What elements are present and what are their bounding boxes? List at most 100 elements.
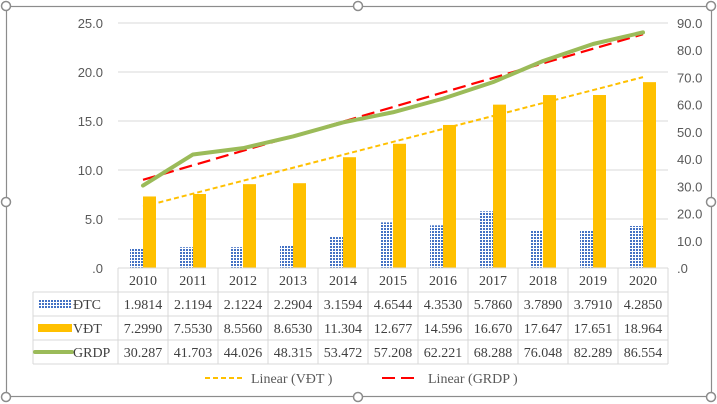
lines xyxy=(141,30,645,208)
table-year-label: 2015 xyxy=(379,274,407,289)
bar-vđt xyxy=(543,95,556,268)
table-cell: 41.703 xyxy=(174,346,213,361)
bar-đtc xyxy=(130,248,143,268)
table-cell: 8.6530 xyxy=(274,322,313,337)
bar-vđt xyxy=(293,183,306,268)
table-series-label: GRDP xyxy=(73,346,111,361)
bar-vđt xyxy=(243,184,256,268)
left-tick-label: 5.0 xyxy=(85,212,103,227)
table-cell: 14.596 xyxy=(424,322,463,337)
bar-đtc xyxy=(280,245,293,268)
right-tick-label: 20.0 xyxy=(677,207,702,222)
right-tick-label: 70.0 xyxy=(677,70,702,85)
resize-handle[interactable] xyxy=(0,196,12,208)
right-tick-label: 40.0 xyxy=(677,152,702,167)
bar-vđt xyxy=(493,104,506,268)
resize-handle[interactable] xyxy=(0,0,12,12)
table-cell: 3.7910 xyxy=(574,298,613,313)
table-year-label: 2018 xyxy=(529,274,557,289)
legend-key-vđt xyxy=(38,324,72,332)
right-tick-label: 50.0 xyxy=(677,125,702,140)
table-cell: 86.554 xyxy=(624,346,663,361)
left-tick-label: 15.0 xyxy=(78,114,103,129)
bar-vđt xyxy=(193,193,206,268)
line-grdp xyxy=(141,30,645,188)
right-tick-label: 10.0 xyxy=(677,234,702,249)
resize-handle[interactable] xyxy=(705,391,717,403)
trendline-grdp xyxy=(142,33,644,181)
bar-vđt xyxy=(593,95,606,268)
table-cell: 8.5560 xyxy=(224,322,263,337)
trendline-vđt xyxy=(142,76,644,208)
right-tick-label: 30.0 xyxy=(677,179,702,194)
bar-đtc xyxy=(330,237,343,268)
table-cell: 48.315 xyxy=(274,346,313,361)
table-cell: 62.221 xyxy=(424,346,463,361)
table-cell: 3.7890 xyxy=(524,298,563,313)
bar-đtc xyxy=(380,222,393,268)
table-cell: 2.2904 xyxy=(274,298,313,313)
table-series-label: VĐT xyxy=(73,322,102,337)
bar-đtc xyxy=(630,226,643,268)
table-cell: 53.472 xyxy=(324,346,363,361)
table-cell: 18.964 xyxy=(624,322,663,337)
table-cell: 7.5530 xyxy=(174,322,213,337)
legend: Linear (VĐT ) Linear (GRDP ) xyxy=(205,372,518,387)
right-axis: .0 10.0 20.0 30.0 40.0 50.0 60.0 70.0 80.0 90.0 xyxy=(677,16,702,276)
bar-vđt xyxy=(393,143,406,268)
bar-đtc xyxy=(580,230,593,268)
legend-key-đtc xyxy=(38,300,72,308)
table-cell: 76.048 xyxy=(524,346,563,361)
right-tick-label: 60.0 xyxy=(677,98,702,113)
table-year-label: 2010 xyxy=(129,274,157,289)
table-cell: 82.289 xyxy=(574,346,613,361)
resize-handle[interactable] xyxy=(0,391,12,403)
table-cell: 2.1194 xyxy=(174,298,212,313)
resize-handle[interactable] xyxy=(352,0,364,12)
bar-vđt xyxy=(143,196,156,268)
left-tick-label: 10.0 xyxy=(78,163,103,178)
right-tick-label: 90.0 xyxy=(677,16,702,31)
legend-label: Linear (GRDP ) xyxy=(428,372,518,387)
bar-vđt xyxy=(443,124,456,268)
table-cell: 4.6544 xyxy=(374,298,413,313)
table-year-label: 2013 xyxy=(279,274,307,289)
bar-đtc xyxy=(430,225,443,268)
table-cell: 44.026 xyxy=(224,346,263,361)
table-year-label: 2019 xyxy=(579,274,607,289)
bars xyxy=(130,82,656,268)
right-tick-label: .0 xyxy=(677,261,688,276)
table-cell: 16.670 xyxy=(474,322,513,337)
bar-đtc xyxy=(180,247,193,268)
table-cell: 2.1224 xyxy=(224,298,263,313)
table-cell: 3.1594 xyxy=(324,298,363,313)
table-year-label: 2020 xyxy=(629,274,657,289)
table-cell: 4.3530 xyxy=(424,298,463,313)
bar-đtc xyxy=(530,230,543,268)
resize-handle[interactable] xyxy=(705,196,717,208)
table-cell: 11.304 xyxy=(324,322,362,337)
table-cell: 1.9814 xyxy=(124,298,163,313)
table-cell: 30.287 xyxy=(124,346,163,361)
data-table: 2010 2011 2012 2013 2014 2015 2016 2017 2018 2019… xyxy=(32,267,669,365)
bar-đtc xyxy=(480,211,493,268)
table-cell: 7.2990 xyxy=(124,322,163,337)
left-tick-label: 25.0 xyxy=(78,16,103,31)
table-year-label: 2012 xyxy=(229,274,257,289)
left-tick-label: 20.0 xyxy=(78,65,103,80)
table-year-label: 2016 xyxy=(429,274,457,289)
table-year-label: 2014 xyxy=(329,274,357,289)
table-cell: 17.647 xyxy=(524,322,563,337)
table-year-label: 2011 xyxy=(179,274,206,289)
table-series-label: ĐTC xyxy=(73,298,101,313)
right-tick-label: 80.0 xyxy=(677,43,702,58)
bar-vđt xyxy=(643,82,656,268)
resize-handle[interactable] xyxy=(705,0,717,12)
table-cell: 5.7860 xyxy=(474,298,513,313)
bar-vđt xyxy=(343,157,356,268)
table-cell: 17.651 xyxy=(574,322,613,337)
table-cell: 68.288 xyxy=(474,346,513,361)
resize-handle[interactable] xyxy=(352,391,364,403)
